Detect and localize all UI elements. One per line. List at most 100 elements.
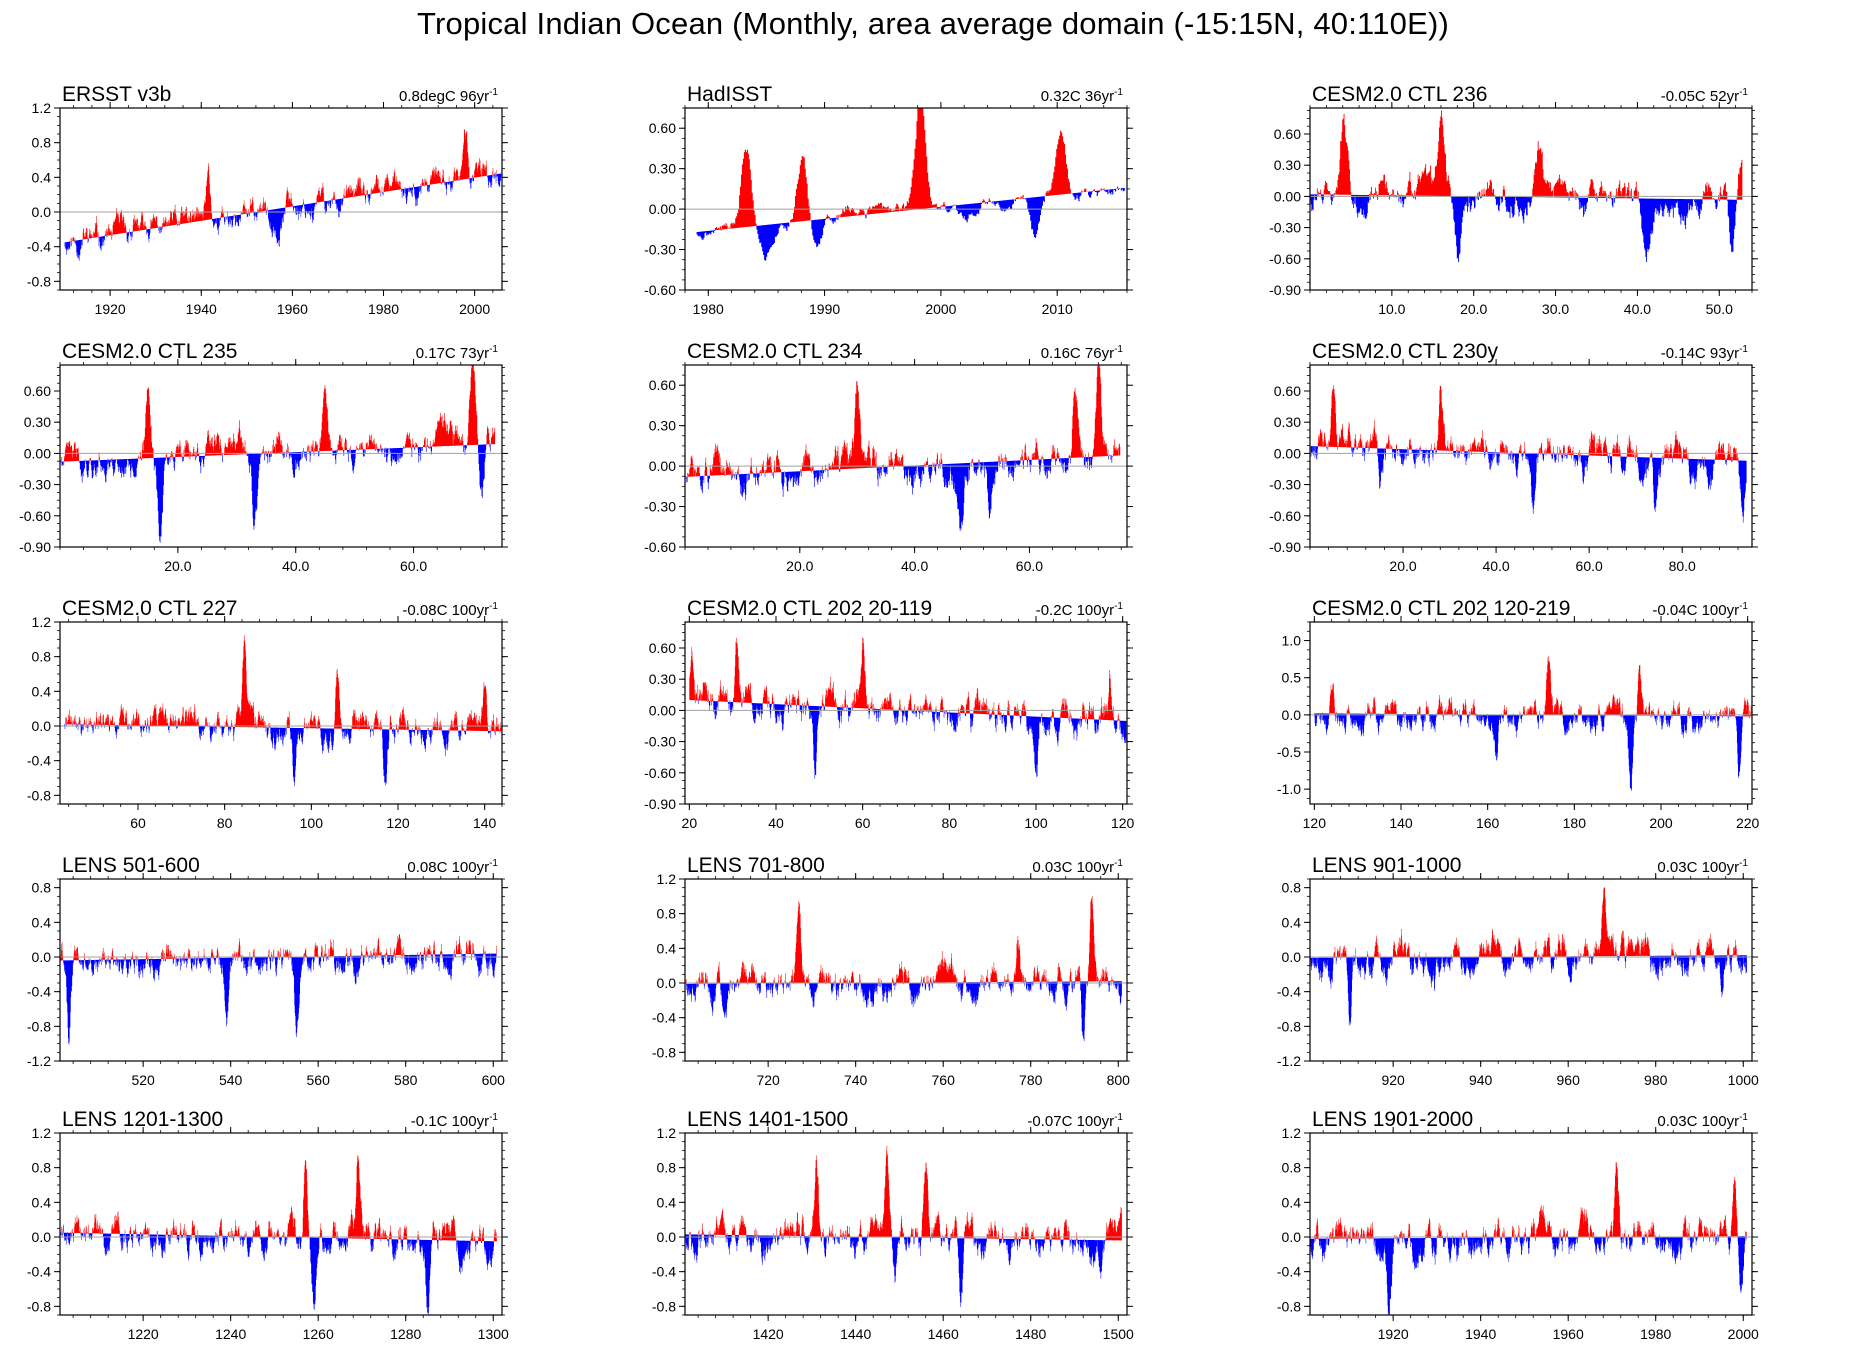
panel-title: LENS 1201-1300 [62,1108,223,1131]
panel-title: CESM2.0 CTL 227 [62,597,237,620]
positive-anomaly-bars [689,1145,1122,1241]
x-tick-label: 1500 [1103,1326,1134,1342]
x-tick-label: 120 [1111,815,1135,831]
plot-frame [684,364,1128,548]
y-tick-label: 0.4 [32,1194,52,1210]
y-tick-label: 0.00 [1274,188,1301,204]
y-tick-label: 0.0 [657,1229,677,1245]
chart-panel-8: CESM2.0 CTL 202 20-119 -0.2C 100yr-1 -0.90… [644,597,1135,831]
y-tick-label: -0.4 [652,1010,676,1026]
y-tick-label: -0.60 [19,508,51,524]
x-tick-label: 60 [855,815,871,831]
x-tick-label: 2000 [459,301,490,317]
panel-trend: -0.1C 100yr-1 [411,1112,499,1130]
panel-trend: -0.07C 100yr-1 [1027,1112,1123,1130]
trend-exponent: -1 [1739,344,1748,355]
x-tick-label: 1980 [368,301,399,317]
x-tick-label: 160 [1476,815,1500,831]
plot-frame [59,878,503,1062]
x-tick-label: 780 [1019,1072,1043,1088]
negative-anomaly-bars [1310,955,1747,1026]
y-tick-label: -0.90 [644,796,676,812]
x-tick-label: 1980 [693,301,724,317]
plot-frame [59,621,503,805]
x-tick-label: 1240 [215,1326,246,1342]
positive-anomaly-bars [65,635,502,732]
y-tick-label: 0.0 [32,718,52,734]
x-tick-label: 40 [768,815,784,831]
negative-anomaly-bars [60,444,491,543]
panel-title: LENS 1401-1500 [687,1108,848,1131]
trend-exponent: -1 [1114,344,1123,355]
chart-panel-7: CESM2.0 CTL 227 -0.08C 100yr-1 -0.8 -0.4 0.0… [27,597,508,831]
y-tick-label: -0.60 [1269,508,1301,524]
y-tick-label: -0.60 [644,539,676,555]
y-tick-label: 0.4 [657,940,677,956]
y-tick-label: 0.8 [32,649,52,665]
y-tick-label: -0.4 [1277,1264,1301,1280]
negative-anomaly-bars [696,187,1125,261]
y-tick-label: -0.8 [27,273,51,289]
x-tick-label: 140 [473,815,497,831]
x-tick-label: 180 [1563,815,1587,831]
trend-exponent: -1 [1739,1112,1748,1123]
x-tick-label: 520 [131,1072,155,1088]
x-tick-label: 740 [844,1072,868,1088]
negative-anomaly-bars [685,455,1113,532]
positive-anomaly-bars [1316,110,1743,200]
trend-exponent: -1 [489,858,498,869]
x-tick-label: 1940 [186,301,217,317]
x-tick-label: 40.0 [1624,301,1651,317]
chart-panel-6: CESM2.0 CTL 230y -0.14C 93yr-1 -0.90 -0.60 -… [1269,340,1758,574]
y-tick-label: -0.90 [1269,539,1301,555]
y-tick-label: -0.4 [27,239,51,255]
x-tick-label: 1280 [390,1326,421,1342]
chart-panel-9: CESM2.0 CTL 202 120-219 -0.04C 100yr-1 -1.… [1277,597,1760,831]
y-tick-label: -0.4 [27,1264,51,1280]
negative-anomaly-bars [60,1232,494,1315]
x-tick-label: 600 [482,1072,506,1088]
chart-panel-11: LENS 701-800 0.03C 100yr-1 -0.8 -0.4 0.0 0.4 0… [652,854,1133,1088]
plot-frame [1309,107,1753,291]
y-tick-label: -0.4 [652,1264,676,1280]
negative-anomaly-bars [1310,194,1737,263]
x-tick-label: 120 [386,815,410,831]
plot-frame [1309,1132,1753,1316]
y-tick-label: 0.30 [1274,414,1301,430]
trend-exponent: -1 [489,1112,498,1123]
panel-trend: 0.17C 73yr-1 [416,344,499,362]
x-tick-label: 1960 [277,301,308,317]
plot-frame [684,1132,1128,1316]
y-tick-label: -0.8 [652,1298,676,1314]
y-tick-label: 0.8 [32,880,52,896]
plot-frame [1309,878,1753,1062]
negative-anomaly-bars [1310,1236,1747,1315]
y-tick-label: -0.4 [1277,984,1301,1000]
y-tick-label: -0.30 [19,477,51,493]
trend-exponent: -1 [1739,858,1748,869]
x-tick-label: 2010 [1042,301,1073,317]
x-tick-label: 580 [394,1072,418,1088]
negative-anomaly-bars [60,953,497,1045]
plot-frame [684,878,1128,1062]
panel-trend: 0.32C 36yr-1 [1041,87,1124,105]
x-tick-label: 1920 [1378,1326,1409,1342]
y-tick-label: 0.4 [1282,1194,1302,1210]
x-tick-label: 1000 [1728,1072,1759,1088]
x-tick-label: 1920 [95,301,126,317]
x-tick-label: 720 [756,1072,780,1088]
positive-anomaly-bars [60,1155,497,1242]
panel-trend: -0.08C 100yr-1 [402,601,498,619]
x-tick-label: 20.0 [1389,558,1416,574]
positive-anomaly-bars [60,365,496,462]
y-tick-label: 1.2 [657,1125,677,1141]
y-tick-label: 1.2 [32,614,52,630]
x-tick-label: 140 [1389,815,1413,831]
panel-title: LENS 1901-2000 [1312,1108,1473,1131]
positive-anomaly-bars [1312,385,1739,461]
negative-anomaly-bars [1310,446,1747,523]
y-tick-label: -0.4 [27,984,51,1000]
x-tick-label: 540 [219,1072,243,1088]
panel-trend: -0.2C 100yr-1 [1036,601,1124,619]
y-tick-label: 1.2 [32,1125,52,1141]
